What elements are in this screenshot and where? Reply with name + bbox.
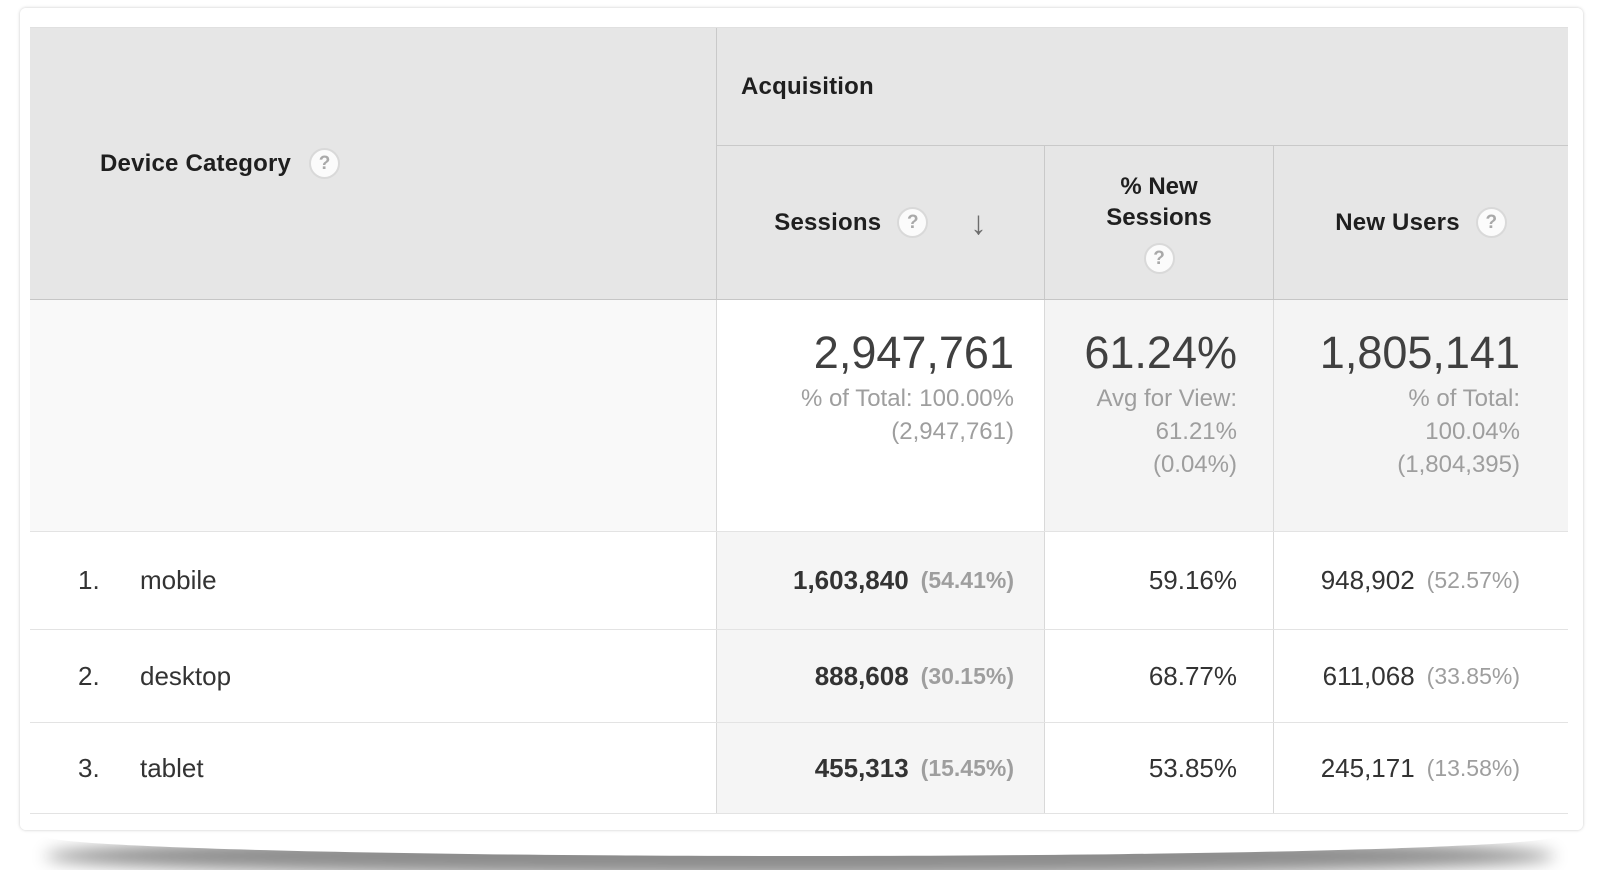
- percent-new-sessions-subtext: (0.04%): [1152, 451, 1237, 478]
- percent-new-sessions-value: 53.85%: [1148, 752, 1237, 783]
- sessions-total-value: 2,947,761: [813, 327, 1014, 378]
- new-users-cell: 611,068 (33.85%): [1274, 630, 1568, 722]
- summary-sessions-cell: 2,947,761 % of Total: 100.00% (2,947,761…: [717, 300, 1045, 531]
- report-card-surface: Device Category ? Acquisition Sessions ?…: [20, 8, 1583, 830]
- dimension-cell-desktop: 2. desktop: [30, 630, 717, 722]
- new-users-column-header[interactable]: New Users ?: [1274, 146, 1568, 299]
- percent-new-sessions-column-header[interactable]: % New Sessions ?: [1045, 146, 1274, 299]
- sessions-percent-of-total: (30.15%): [920, 662, 1014, 689]
- percent-new-sessions-total-value: 61.24%: [1084, 327, 1237, 378]
- new-users-total-value: 1,805,141: [1319, 327, 1520, 378]
- summary-percent-new-sessions-cell: 61.24% Avg for View: 61.21% (0.04%): [1045, 300, 1274, 531]
- device-name-link[interactable]: desktop: [140, 660, 232, 691]
- row-rank: 1.: [78, 565, 100, 595]
- new-users-percent-of-total: (33.85%): [1426, 662, 1520, 689]
- percent-new-sessions-subtext: 61.21%: [1155, 418, 1237, 445]
- dimension-header-label: Device Category: [100, 149, 292, 177]
- sessions-percent-of-total: (54.41%): [920, 567, 1014, 593]
- summary-row: 2,947,761 % of Total: 100.00% (2,947,761…: [30, 300, 1568, 532]
- sessions-value: 1,603,840: [793, 565, 909, 595]
- percent-new-sessions-label-line2: Sessions: [1106, 204, 1212, 231]
- help-icon[interactable]: ?: [1143, 243, 1175, 274]
- percent-new-sessions-cell: 53.85%: [1045, 723, 1274, 813]
- table-row: 3. tablet 455,313 (15.45%) 53.85% 245,17…: [30, 723, 1568, 814]
- new-users-header-label: New Users: [1335, 208, 1460, 236]
- report-card: Device Category ? Acquisition Sessions ?…: [20, 8, 1583, 830]
- new-users-percent-of-total: (52.57%): [1426, 567, 1520, 593]
- percent-new-sessions-label-line1: % New: [1120, 173, 1198, 200]
- help-icon[interactable]: ?: [309, 148, 341, 179]
- percent-new-sessions-subtext: Avg for View:: [1096, 385, 1237, 412]
- new-users-percent-of-total: (13.58%): [1426, 754, 1520, 781]
- help-icon[interactable]: ?: [897, 207, 929, 238]
- sessions-total-subtext: (2,947,761): [891, 418, 1014, 445]
- new-users-subtext: % of Total:: [1408, 385, 1520, 412]
- table-row: 2. desktop 888,608 (30.15%) 68.77% 611,0…: [30, 630, 1568, 723]
- dimension-cell-tablet: 3. tablet: [30, 723, 717, 813]
- new-users-subtext: 100.04%: [1425, 418, 1520, 445]
- help-icon[interactable]: ?: [1475, 207, 1507, 238]
- row-rank: 2.: [78, 660, 100, 691]
- sessions-value: 455,313: [814, 752, 909, 783]
- new-users-cell: 245,171 (13.58%): [1274, 723, 1568, 813]
- new-users-cell: 948,902 (52.57%): [1274, 532, 1568, 629]
- percent-new-sessions-value: 68.77%: [1148, 660, 1237, 691]
- percent-new-sessions-cell: 59.16%: [1045, 532, 1274, 629]
- row-rank: 3.: [78, 752, 100, 783]
- sessions-cell: 455,313 (15.45%): [717, 723, 1045, 813]
- sessions-cell: 1,603,840 (54.41%): [717, 532, 1045, 629]
- percent-new-sessions-cell: 68.77%: [1045, 630, 1274, 722]
- sessions-total-subtext: % of Total: 100.00%: [800, 385, 1014, 412]
- dimension-column-header[interactable]: Device Category ?: [30, 28, 717, 299]
- table-header: Device Category ? Acquisition Sessions ?…: [30, 27, 1568, 300]
- acquisition-group-header: Acquisition: [717, 28, 1568, 146]
- new-users-subtext: (1,804,395): [1397, 451, 1520, 478]
- sessions-value: 888,608: [814, 660, 909, 691]
- device-name-link[interactable]: mobile: [140, 565, 217, 595]
- new-users-value: 948,902: [1320, 565, 1415, 595]
- sessions-percent-of-total: (15.45%): [920, 754, 1014, 781]
- table-row: 1. mobile 1,603,840 (54.41%) 59.16% 948,…: [30, 532, 1568, 630]
- sessions-cell: 888,608 (30.15%): [717, 630, 1045, 722]
- sort-descending-icon[interactable]: ↓: [970, 204, 987, 241]
- summary-dimension-cell: [30, 300, 717, 531]
- sessions-header-label: Sessions: [774, 208, 882, 236]
- percent-new-sessions-value: 59.16%: [1148, 565, 1237, 595]
- summary-new-users-cell: 1,805,141 % of Total: 100.04% (1,804,395…: [1274, 300, 1568, 531]
- dimension-cell-mobile: 1. mobile: [30, 532, 717, 629]
- acquisition-group-label: Acquisition: [741, 72, 874, 100]
- sessions-column-header[interactable]: Sessions ? ↓: [717, 146, 1045, 299]
- device-category-table: Device Category ? Acquisition Sessions ?…: [30, 27, 1568, 814]
- new-users-value: 611,068: [1322, 660, 1415, 691]
- new-users-value: 245,171: [1320, 752, 1415, 783]
- device-name-link[interactable]: tablet: [140, 752, 204, 783]
